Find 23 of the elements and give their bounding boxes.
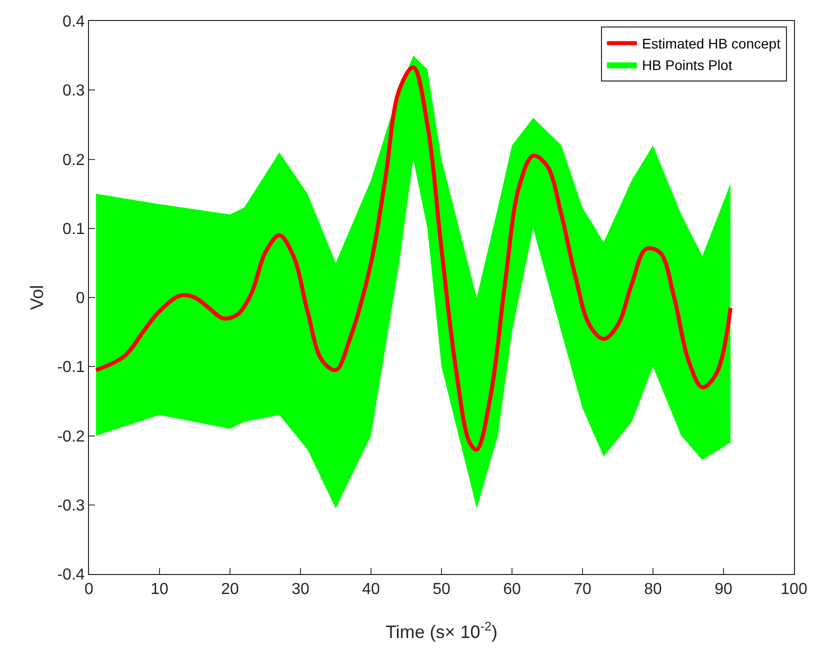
- x-tick-label: 60: [503, 581, 521, 598]
- y-tick-label: -0.4: [57, 566, 85, 584]
- x-tick-label: 70: [574, 581, 592, 598]
- legend-label: HB Points Plot: [642, 56, 732, 73]
- y-tick-label: -0.2: [57, 428, 85, 446]
- y-tick-label: 0.4: [62, 14, 85, 31]
- x-axis-title: Time (s× 10$^{-2}$): [385, 619, 498, 642]
- y-tick-label: 0.1: [62, 220, 85, 238]
- x-tick-label: 40: [362, 581, 380, 598]
- y-tick-label: 0: [76, 290, 85, 308]
- x-tick-label: 90: [714, 581, 732, 598]
- y-tick-label: -0.3: [57, 497, 85, 514]
- legend-label: Estimated HB concept: [642, 36, 781, 52]
- x-tick-label: 50: [432, 581, 450, 598]
- y-tick-label: -0.1: [57, 359, 85, 376]
- x-tick-label: 10: [150, 581, 168, 598]
- x-tick-label: 100: [780, 581, 808, 598]
- y-axis-title: Vol: [27, 284, 47, 310]
- y-tick-label: 0.2: [62, 152, 85, 169]
- x-tick-label: 30: [292, 581, 310, 598]
- x-tick-label: 80: [644, 581, 662, 598]
- y-tick-label: 0.3: [62, 82, 85, 100]
- x-tick-label: 20: [221, 581, 239, 598]
